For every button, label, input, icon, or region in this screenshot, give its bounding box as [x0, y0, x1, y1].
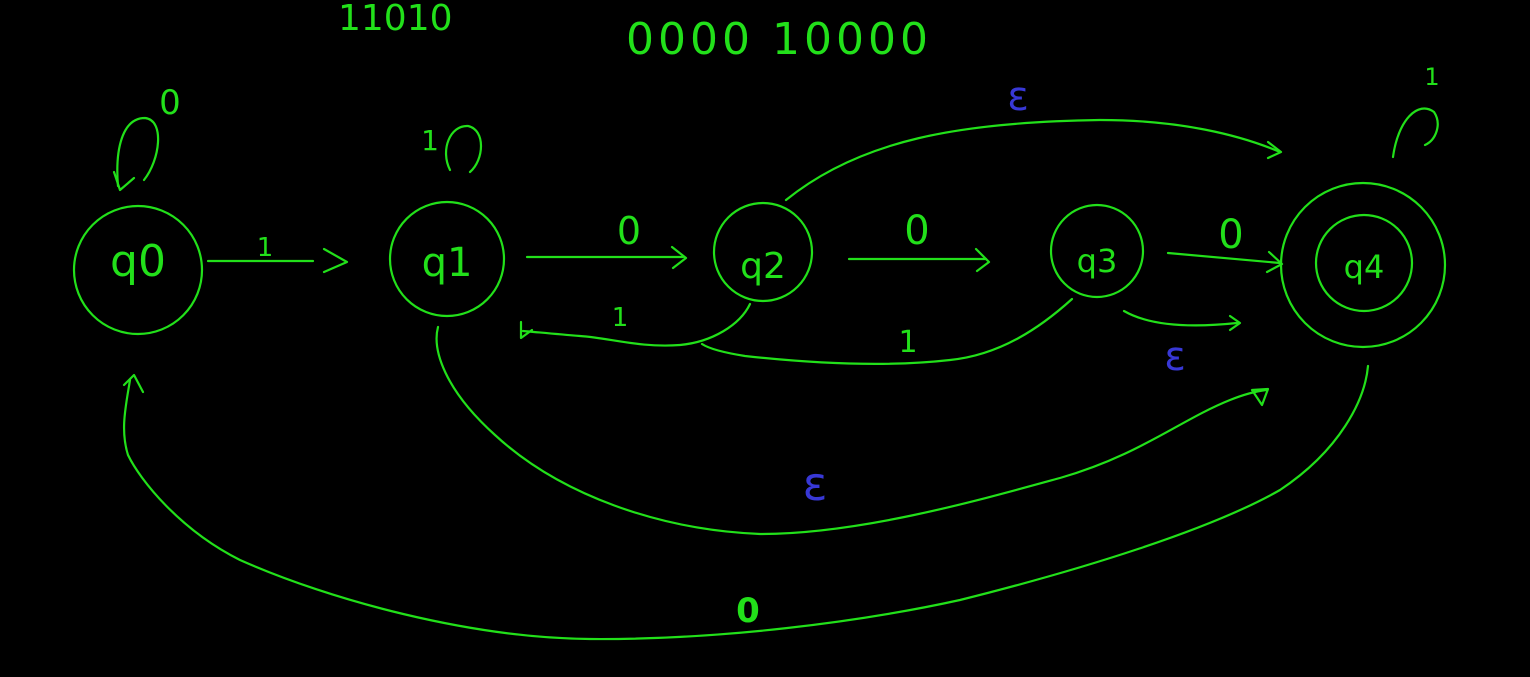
state-q2-circle	[712, 201, 814, 303]
edge-q3-q1	[700, 297, 1074, 365]
state-q3-label: q3	[1077, 242, 1118, 280]
label-q2-q3: 0	[904, 208, 929, 254]
label-q4-q0: 0	[736, 591, 760, 631]
edge-q4-q0-arrowhead	[122, 373, 145, 394]
label-q1-self-loop: 1	[421, 124, 439, 157]
self-loop-q0	[116, 116, 160, 188]
self-loop-q0-arrowhead	[112, 170, 136, 192]
label-q3-q1: 1	[898, 325, 917, 360]
label-q1-q2: 0	[617, 209, 641, 253]
label-q3-q4-epsilon: ε	[1164, 334, 1186, 380]
state-q2-label: q2	[740, 246, 786, 287]
edge-q2-q3-arrowhead	[974, 247, 991, 273]
label-q1-q4-epsilon: ε	[803, 457, 828, 511]
label-q2-q4-epsilon: ε	[1007, 74, 1029, 120]
state-q3-circle	[1049, 203, 1145, 299]
state-q0-label: q0	[110, 236, 166, 287]
edge-q1-q2-arrowhead	[670, 245, 688, 270]
edge-q3-q4-arrowhead	[1265, 250, 1284, 274]
edge-q1-q4-epsilon	[435, 325, 1268, 536]
state-q4-label: q4	[1344, 248, 1385, 286]
label-q3-q4: 0	[1218, 212, 1243, 258]
edge-q4-q0	[122, 364, 1370, 641]
state-q0-circle	[72, 204, 204, 336]
edge-q2-q4-epsilon	[784, 118, 1282, 202]
edge-q3-q4-epsilon-arrowhead	[1228, 314, 1242, 332]
edge-q0-q1-arrowhead	[322, 247, 349, 274]
self-loop-q1	[445, 124, 482, 174]
edge-q2-q1	[521, 302, 752, 347]
edge-q3-q4-epsilon	[1122, 309, 1239, 327]
state-q4-inner-circle	[1314, 213, 1414, 313]
edge-q2-q1-arrowhead	[519, 320, 534, 340]
edge-q2-q4-epsilon-arrowhead	[1266, 140, 1283, 160]
edge-q1-q4-epsilon-arrowhead	[1250, 387, 1270, 407]
state-q1-circle	[388, 200, 506, 318]
self-loop-q4	[1391, 107, 1439, 159]
header-example-a: 11010	[338, 0, 453, 39]
label-q4-self-loop: 1	[1424, 63, 1439, 91]
state-q1-label: q1	[422, 240, 473, 286]
header-example-b: 0000 10000	[626, 14, 932, 65]
label-q0-q1: 1	[257, 233, 274, 263]
label-q0-self-loop: 0	[159, 83, 181, 123]
edge-q3-q4	[1166, 251, 1282, 265]
label-q2-q1: 1	[612, 303, 629, 333]
